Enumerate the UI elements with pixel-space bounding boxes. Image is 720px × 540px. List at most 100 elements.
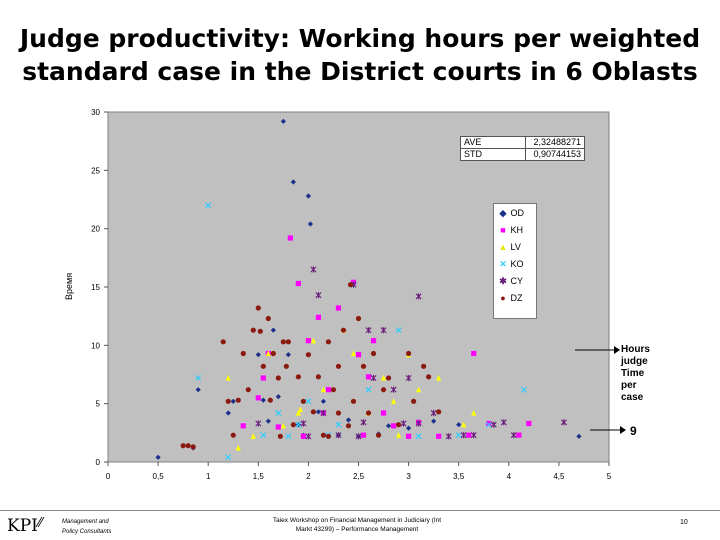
stats-table: AVE 2,32488271 STD 0,90744153 [460,136,585,161]
data-point-dz [257,328,263,334]
data-point-dz [220,339,226,345]
data-point-lv [250,433,256,439]
data-point-od [230,398,236,404]
data-point-dz [275,375,281,381]
stats-row-std: STD 0,90744153 [460,148,585,161]
annotation-text: Hours judge Time per case [621,344,661,404]
data-point-ko [285,433,292,440]
data-point-lv [280,422,286,429]
arrow-head-icon [614,346,620,354]
x-marker-icon: ✕ [499,259,507,269]
annotation-line: judge [621,356,648,367]
legend-label: KO [510,259,524,269]
data-point-kh [295,280,301,287]
data-point-cy [310,266,317,273]
data-point-od [307,221,314,227]
data-point-od [225,410,231,416]
data-point-dz [375,432,382,438]
annotation-line: Hours [621,344,650,355]
legend-label: KH [510,225,524,235]
data-point-kh [275,424,281,430]
stats-label: STD [460,148,526,161]
data-point-dz [230,432,236,438]
circle-marker-icon: ● [500,293,506,303]
data-point-od [260,397,266,403]
data-point-lv [350,350,357,357]
star-marker-icon: ✱ [499,276,507,286]
data-point-kh [370,338,377,344]
data-point-od [315,409,322,415]
data-point-kh [255,395,261,401]
data-point-dz [255,305,261,311]
data-point-ko [195,374,202,382]
data-point-lv [225,374,231,381]
legend-label: CY [510,276,524,286]
data-point-dz [180,443,186,449]
data-point-lv [436,374,442,381]
data-point-dz [270,350,276,357]
data-point-dz [300,398,306,404]
logo-subtitle: Management and Policy Consultants [62,517,111,537]
stats-value: 2,32488271 [525,136,585,149]
data-point-kh [300,433,306,439]
data-point-cy [445,433,452,440]
data-point-ko [455,432,462,439]
data-point-dz [330,387,337,393]
data-point-dz [235,397,241,403]
data-point-od [275,394,281,400]
data-point-lv [295,409,301,416]
data-point-od [255,352,261,358]
data-point-od [576,433,582,439]
data-point-cy [415,293,422,300]
y-tick-label: 30 [91,108,100,117]
data-point-ko [275,409,282,417]
data-point-dz [310,409,317,415]
data-point-od [320,398,327,404]
data-point-dz [190,444,196,450]
data-point-ko [485,421,492,428]
data-point-dz [250,327,256,333]
data-point-dz [395,422,402,428]
x-tick-label: 4,5 [553,472,565,481]
data-point-dz [365,410,372,416]
annotation-value: 9 [630,424,637,438]
data-point-dz [385,375,392,381]
data-point-od [280,118,286,124]
legend-label: DZ [510,293,523,303]
data-point-dz [315,374,322,380]
data-point-cy [380,327,387,334]
logo-subtitle-line: Policy Consultants [62,529,112,535]
data-point-lv [380,374,387,381]
data-point-od [431,418,437,424]
data-point-cy [400,420,407,427]
data-point-kh [471,350,477,357]
data-point-kh [335,305,342,311]
data-point-cy [300,420,307,427]
data-point-kh [436,433,442,439]
y-tick-label: 10 [91,341,100,350]
data-point-cy [415,420,422,427]
data-point-dz [283,363,289,369]
legend-item-od: ◆ OD [498,206,524,220]
data-point-od [385,423,392,429]
data-point-od [265,418,271,424]
data-point-kh [325,387,332,393]
data-point-dz [355,315,362,322]
slide-title: Judge productivity: Working hours per we… [0,22,720,88]
data-point-kh [240,423,246,429]
data-point-dz [265,315,271,322]
logo-subtitle-line: Management and [62,519,109,525]
data-point-dz [225,398,231,404]
annotation-line: case [621,392,644,403]
data-point-kh [526,420,532,427]
stats-label: AVE [460,136,526,149]
data-point-lv [265,350,271,357]
x-tick-label: 0,5 [153,472,165,481]
data-point-dz [335,410,342,416]
data-point-cy [470,432,477,439]
data-point-ko [295,421,302,428]
data-point-dz [290,422,296,428]
data-point-ko [225,454,232,461]
data-point-lv [390,398,397,404]
legend-item-dz: ● DZ [498,291,523,305]
